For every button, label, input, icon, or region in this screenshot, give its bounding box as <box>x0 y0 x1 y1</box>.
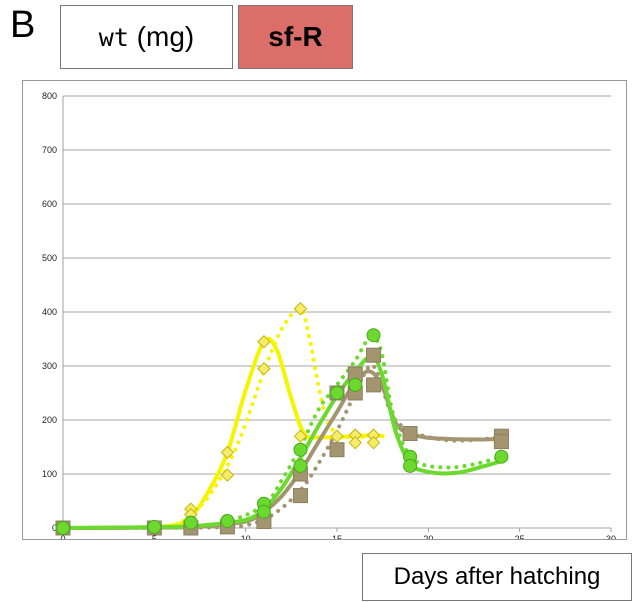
series-1-point <box>292 488 308 504</box>
series-2-point <box>56 521 70 535</box>
y-tick-label: 400 <box>42 307 57 317</box>
series-2-point <box>293 442 308 457</box>
x-tick-label: 15 <box>332 534 342 539</box>
sf-r-label-box: sf-R <box>238 5 353 69</box>
series-1-point <box>329 442 345 458</box>
x-tick-label: 30 <box>606 534 616 539</box>
series-2-point <box>293 458 308 473</box>
series-0-point <box>293 302 308 316</box>
x-tick-label: 20 <box>423 534 433 539</box>
series-2-point <box>330 386 344 400</box>
sf-r-label: sf-R <box>268 21 323 52</box>
x-tick-label: 25 <box>515 534 525 539</box>
x-tick-label: 10 <box>241 534 251 539</box>
x-tick-label: 0 <box>60 534 65 539</box>
y-tick-label: 0 <box>52 523 57 533</box>
series-2-point <box>494 449 509 464</box>
panel-label: B <box>10 4 36 46</box>
chart-area: 0 100 200 300 400 500 600 700 800 0 5 10 15 20 25 30 <box>22 80 627 540</box>
series-2-dotted-trend-line <box>61 335 504 530</box>
series-0-point <box>366 435 381 450</box>
series-2-point <box>183 515 198 530</box>
series-1-solid-trend-line <box>61 369 504 530</box>
series-0-point <box>257 361 271 376</box>
series-0-point <box>293 429 308 443</box>
series-2-point <box>147 519 162 534</box>
y-tick-label: 700 <box>42 145 57 155</box>
series-1-dotted-trend-line <box>61 363 504 530</box>
series-0-point <box>348 435 362 450</box>
x-axis-label-box: Days after hatching <box>362 553 632 601</box>
series-2-solid-trend-line <box>61 354 504 530</box>
series-1-point <box>493 434 509 450</box>
series-0-point <box>220 468 235 482</box>
series-2-point <box>366 328 381 343</box>
y-tick-label: 600 <box>42 199 57 209</box>
series-1-point <box>366 377 382 393</box>
scatter-chart: 0 100 200 300 400 500 600 700 800 0 5 10 15 20 25 30 <box>42 91 616 539</box>
series-2-point <box>403 458 418 473</box>
y-tick-label: 500 <box>42 253 57 263</box>
x-tick-label: 5 <box>152 534 157 539</box>
wt-label: wt <box>98 22 129 52</box>
series-0-dotted-trend-line <box>61 307 376 530</box>
series-1-point <box>402 426 418 441</box>
x-axis-label: Days after hatching <box>393 563 601 590</box>
y-tick-label: 200 <box>42 415 57 425</box>
series-1-point <box>366 347 382 363</box>
series-0-point <box>257 334 271 349</box>
y-tick-label: 800 <box>42 91 57 101</box>
series-2-point <box>220 513 235 528</box>
series-2-point <box>348 377 363 392</box>
y-tick-label: 300 <box>42 361 57 371</box>
series-2-point <box>256 504 271 519</box>
mg-unit-label: (mg) <box>128 21 195 52</box>
series-0-point <box>220 445 235 460</box>
y-tick-label: 100 <box>42 469 57 479</box>
wt-mg-label-box: wt (mg) <box>60 5 233 69</box>
